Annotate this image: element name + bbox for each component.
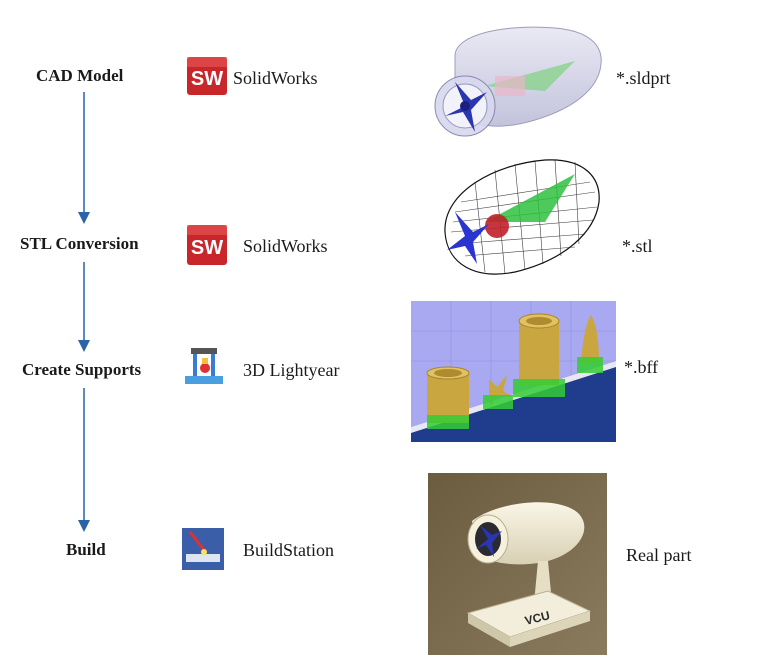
- software-label-3d-lightyear: 3D Lightyear: [243, 360, 340, 380]
- software-label-buildstation: BuildStation: [243, 540, 335, 560]
- buildstation-icon: [182, 528, 224, 570]
- stl-wireframe-image: [425, 152, 603, 280]
- step-label-create-supports: Create Supports: [22, 360, 142, 379]
- software-label-solidworks: SolidWorks: [233, 68, 318, 88]
- step-label-build: Build: [66, 540, 106, 559]
- software-label-solidworks: SolidWorks: [243, 236, 328, 256]
- file-type-sldprt: *.sldprt: [616, 68, 671, 88]
- cad-model-image: [425, 16, 607, 142]
- solidworks-icon: SW: [185, 55, 229, 97]
- svg-text:VCU: VCU: [523, 608, 551, 628]
- step-label-cad-model: CAD Model: [36, 66, 124, 85]
- real-part-photo: VCU: [428, 473, 607, 655]
- file-type-stl: *.stl: [622, 236, 653, 256]
- solidworks-icon: SW: [185, 223, 229, 267]
- file-type-bff: *.bff: [624, 357, 659, 377]
- svg-text:SW: SW: [191, 68, 223, 90]
- step-label-stl-conversion: STL Conversion: [20, 234, 139, 253]
- lightyear-icon: [183, 346, 225, 386]
- result-label-real-part: Real part: [626, 545, 692, 565]
- supports-layout-image: [411, 301, 616, 442]
- svg-text:SW: SW: [191, 237, 223, 259]
